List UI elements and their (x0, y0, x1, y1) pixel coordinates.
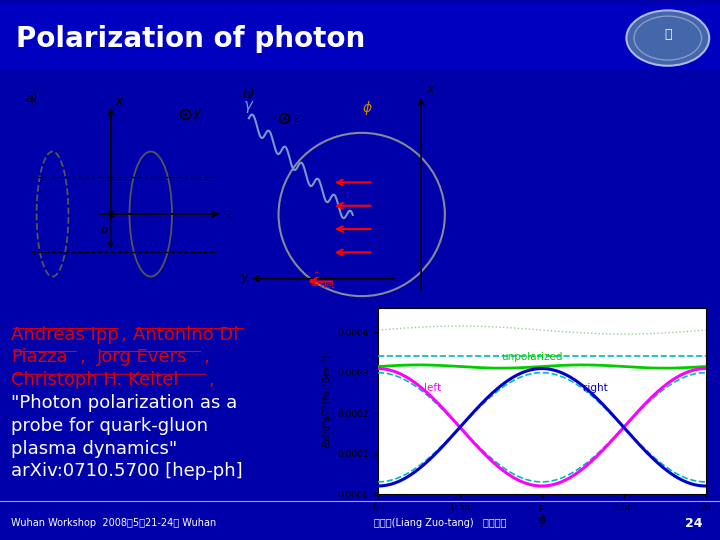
Text: ,: , (209, 371, 215, 389)
Text: a): a) (26, 92, 38, 105)
Text: Antonino Di: Antonino Di (133, 326, 238, 343)
Text: Jorg Evers: Jorg Evers (97, 348, 188, 366)
Text: ,: , (121, 326, 126, 343)
Text: "Photon polarization as a: "Photon polarization as a (11, 394, 237, 412)
Text: $z$: $z$ (225, 207, 234, 220)
Text: $x$: $x$ (426, 84, 436, 97)
Text: $\hat{S}_{\rm Net}$: $\hat{S}_{\rm Net}$ (310, 271, 336, 292)
Text: $x$: $x$ (115, 95, 125, 108)
Text: ,: , (79, 348, 85, 366)
Text: unpolarized: unpolarized (501, 353, 562, 362)
Text: Polarization of photon: Polarization of photon (16, 25, 365, 52)
Text: right: right (582, 383, 608, 393)
Text: Andreas Ipp: Andreas Ipp (11, 326, 119, 343)
Text: Wuhan Workshop  2008年5月21-24日 Wuhan: Wuhan Workshop 2008年5月21-24日 Wuhan (11, 518, 216, 528)
Y-axis label: $EdR/d^3q/T^2\,[\mathrm{fm}^{-1}\mathrm{GeV}^{-1}]$: $EdR/d^3q/T^2\,[\mathrm{fm}^{-1}\mathrm{… (320, 354, 335, 448)
Text: b): b) (243, 88, 256, 101)
Ellipse shape (626, 10, 709, 66)
Text: probe for quark-gluon: probe for quark-gluon (11, 417, 208, 435)
Text: $y$: $y$ (193, 107, 203, 121)
Text: $b$: $b$ (100, 223, 109, 235)
Text: ⛰: ⛰ (664, 28, 672, 41)
Text: 24: 24 (685, 517, 702, 530)
Text: 拥作者(Liang Zuo-tang)   山东大学: 拥作者(Liang Zuo-tang) 山东大学 (374, 518, 507, 528)
Text: $\phi$: $\phi$ (361, 99, 372, 117)
Text: plasma dynamics": plasma dynamics" (11, 440, 177, 457)
Text: $z$: $z$ (294, 112, 302, 125)
X-axis label: ϕ: ϕ (538, 514, 546, 526)
Text: arXiv:0710.5700 [hep-ph]: arXiv:0710.5700 [hep-ph] (11, 462, 243, 481)
Text: Christoph H. Keitel: Christoph H. Keitel (11, 371, 179, 389)
Text: $\gamma$: $\gamma$ (243, 98, 255, 114)
Text: left: left (424, 383, 441, 393)
Text: Piazza: Piazza (11, 348, 68, 366)
Text: $y$: $y$ (240, 272, 250, 286)
Text: ,: , (204, 348, 209, 366)
